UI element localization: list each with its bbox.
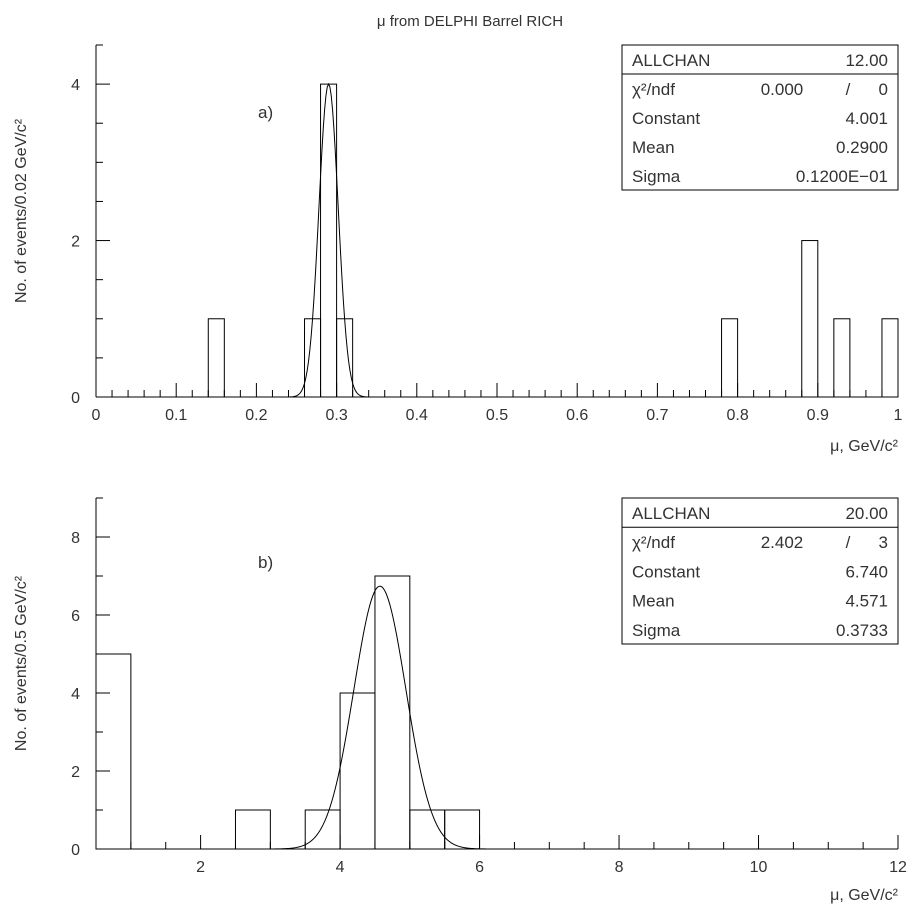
x-tick-label: 1: [894, 407, 903, 424]
y-tick-label: 0: [71, 842, 80, 859]
histogram-bin: [801, 240, 819, 398]
stats-constant-label: Constant: [632, 562, 700, 581]
x-tick-label: 4: [336, 859, 345, 876]
stats-sigma-value: 0.3733: [836, 621, 888, 640]
y-tick-label: 8: [71, 530, 80, 547]
x-tick-label: 0.5: [486, 407, 508, 424]
y-tick-label: 4: [71, 686, 80, 703]
stats-slash: /: [846, 80, 851, 99]
x-tick-label: 6: [475, 859, 484, 876]
gaussian-fit-curve: [96, 585, 898, 850]
histogram-bin: [95, 653, 132, 850]
x-tick-label: 0.4: [406, 407, 428, 424]
stats-ndf: 3: [879, 533, 888, 552]
x-tick-label: 0.9: [807, 407, 829, 424]
x-tick-label: 10: [750, 859, 768, 876]
histogram-bin: [304, 809, 341, 850]
stats-mean-value: 4.571: [845, 592, 888, 611]
y-tick-label: 0: [71, 390, 80, 407]
histogram-bin: [721, 318, 739, 398]
y-tick-label: 4: [71, 77, 80, 94]
panel-label: a): [258, 103, 273, 122]
stats-box: ALLCHAN 12.00 χ²/ndf 0.000 / 0 Constant 4.001 Me…: [621, 44, 899, 191]
x-tick-label: 0.3: [325, 407, 347, 424]
stats-entries: 20.00: [845, 504, 888, 523]
stats-ndf: 0: [879, 80, 888, 99]
stats-sigma-value: 0.1200E−01: [796, 167, 888, 186]
histogram-bin: [304, 318, 322, 398]
panel-b: 2 4 6 8 10 12 0 2 4 6 8 b) μ, GeV/c² No. of events/0.…: [13, 497, 907, 904]
stats-constant-value: 6.740: [845, 562, 888, 581]
x-tick-label: 8: [615, 859, 624, 876]
y-axis-title: No. of events/0.5 GeV/c²: [13, 575, 30, 751]
histogram-bin: [234, 809, 271, 850]
x-tick-label: 0.8: [726, 407, 748, 424]
y-axis-title: No. of events/0.02 GeV/c²: [13, 118, 30, 303]
stats-sigma-label: Sigma: [632, 621, 681, 640]
figure-title: μ from DELPHI Barrel RICH: [377, 13, 563, 30]
histogram-bin: [833, 318, 851, 398]
stats-chi2-label: χ²/ndf: [632, 533, 675, 552]
stats-constant-value: 4.001: [845, 109, 888, 128]
panel-label: b): [258, 553, 273, 572]
histogram-bin: [444, 809, 481, 850]
stats-name: ALLCHAN: [632, 504, 710, 523]
histogram-bin: [339, 692, 376, 850]
x-axis-title: μ, GeV/c²: [830, 887, 899, 904]
stats-entries: 12.00: [845, 51, 888, 70]
panel-a: 0 0.1 0.2 0.3 0.4 0.5 0.6 0.7 0.8 0.9 1 0 2 4 a) μ, GeV…: [13, 44, 903, 455]
stats-mean-label: Mean: [632, 592, 675, 611]
stats-box-border: [621, 44, 899, 191]
stats-box: ALLCHAN 20.00 χ²/ndf 2.402 / 3 Constant 6.740 Me…: [621, 497, 899, 645]
stats-slash: /: [846, 533, 851, 552]
gaussian-fit-curve: [96, 82, 898, 398]
stats-mean-value: 0.2900: [836, 138, 888, 157]
x-tick-label: 0.6: [566, 407, 588, 424]
stats-chi2-value: 0.000: [761, 80, 804, 99]
histogram-bin: [207, 318, 225, 398]
stats-sigma-label: Sigma: [632, 167, 681, 186]
stats-chi2-label: χ²/ndf: [632, 80, 675, 99]
stats-constant-label: Constant: [632, 109, 700, 128]
y-tick-label: 2: [71, 234, 80, 251]
x-tick-label: 0.7: [646, 407, 668, 424]
histogram-bin: [336, 318, 354, 398]
y-tick-label: 6: [71, 608, 80, 625]
stats-name: ALLCHAN: [632, 51, 710, 70]
stats-mean-label: Mean: [632, 138, 675, 157]
x-axis-title: μ, GeV/c²: [830, 438, 899, 455]
x-tick-label: 0.2: [245, 407, 267, 424]
x-tick-label: 2: [196, 859, 205, 876]
y-tick-label: 2: [71, 764, 80, 781]
x-tick-label: 12: [889, 859, 907, 876]
histogram-bin: [881, 318, 899, 398]
x-tick-label: 0.1: [165, 407, 187, 424]
x-tick-label: 0: [92, 407, 101, 424]
stats-box-border: [621, 497, 899, 645]
stats-chi2-value: 2.402: [761, 533, 804, 552]
